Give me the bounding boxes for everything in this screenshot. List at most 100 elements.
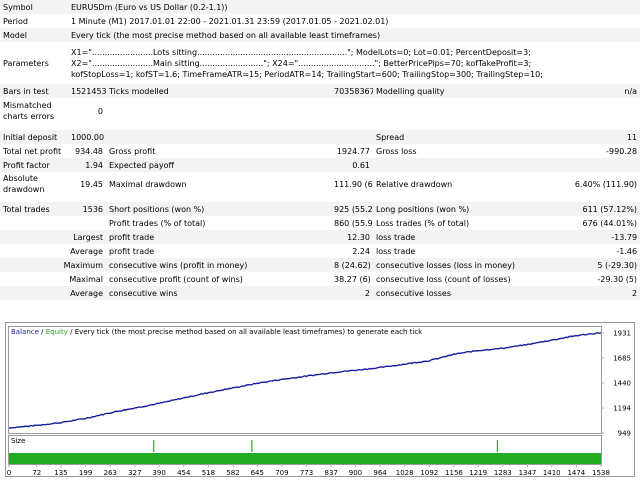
gross-profit-value: 1924.77 (336, 146, 370, 156)
initial-deposit-label: Initial deposit (0, 130, 68, 144)
symbol-value: EURUSDm (Euro vs US Dollar (0.2-1.1)) (68, 0, 640, 14)
legend-separator-2: / (68, 328, 75, 336)
maximum-label: Maximum (0, 258, 106, 272)
max-consecutive-losses-value: 5 (-29.30) (528, 258, 640, 272)
x-tick-label: 582 (226, 469, 239, 477)
ticks-label: Ticks modelled (106, 84, 331, 98)
model-value: Every tick (the most precise method base… (68, 28, 640, 42)
symbol-label: Symbol (0, 0, 68, 14)
size-label: Size (11, 437, 25, 445)
x-tick-label: 1347 (519, 469, 537, 477)
absolute-drawdown-value: 19.45 (80, 179, 103, 189)
absolute-drawdown-label-line-1: Absolute (3, 174, 38, 183)
size-marker (496, 440, 499, 452)
quality-value: n/a (528, 84, 640, 98)
row-net-profit: Total net profit 934.48 Gross profit 192… (0, 144, 640, 158)
x-tick-label: 1092 (420, 469, 438, 477)
maximal-drawdown-label: Maximal drawdown (109, 179, 187, 189)
x-tick-label: 518 (202, 469, 215, 477)
x-tick-label: 773 (300, 469, 313, 477)
strategy-tester-report: Symbol EURUSDm (Euro vs US Dollar (0.2-1… (0, 0, 640, 300)
average-loss-value: -1.46 (616, 246, 638, 256)
x-tick-label: 645 (251, 469, 264, 477)
loss-trades-label: Loss trades (% of total) (376, 218, 470, 228)
long-positions-label: Long positions (won %) (373, 202, 528, 216)
maximal-consecutive-loss-value: -29.30 (5) (597, 274, 638, 284)
relative-drawdown-label: Relative drawdown (376, 179, 453, 189)
row-symbol: Symbol EURUSDm (Euro vs US Dollar (0.2-1… (0, 0, 640, 14)
row-bars: Bars in test 1521453 Ticks modelled 7035… (0, 84, 640, 98)
balance-line (8, 332, 602, 429)
legend-description: Every tick (the most precise method base… (75, 328, 423, 336)
x-tick-label: 1538 (592, 469, 610, 477)
total-trades-value: 1536 (68, 202, 106, 216)
x-tick-label: 1156 (445, 469, 463, 477)
x-tick-label: 1219 (469, 469, 487, 477)
initial-deposit-value: 1000.00 (68, 130, 106, 144)
profit-factor-value: 1.94 (68, 158, 106, 172)
report-table: Symbol EURUSDm (Euro vs US Dollar (0.2-1… (0, 0, 640, 300)
legend-separator-1: / (39, 328, 46, 336)
row-profit-factor: Profit factor 1.94 Expected payoff 0.61 (0, 158, 640, 172)
maximal-drawdown-value: 111.90 (6.40%) (334, 179, 373, 189)
row-profit-trades: Profit trades (% of total) 860 (55.99%) … (0, 216, 640, 230)
x-tick-label: 964 (373, 469, 387, 477)
x-tick-label: 454 (177, 469, 191, 477)
profit-trades-value: 860 (55.99%) (334, 218, 373, 228)
size-markers (153, 440, 499, 452)
x-tick-label: 900 (349, 469, 362, 477)
x-tick-label: 837 (324, 469, 337, 477)
gross-loss-value: -990.28 (606, 146, 638, 156)
y-tick-label: 949 (618, 430, 631, 438)
average-label: Average (70, 246, 103, 256)
gross-profit-label: Gross profit (109, 146, 156, 156)
y-tick-label: 1685 (613, 355, 631, 363)
net-profit-value: 934.48 (75, 146, 103, 156)
parameters-line-1: X1="........................Lots sitting… (71, 47, 531, 57)
balance-chart: Balance / Equity / Every tick (the most … (5, 322, 635, 477)
largest-profit-label: profit trade (106, 230, 331, 244)
parameters-value: X1="........................Lots sitting… (68, 42, 640, 84)
row-maximum: Maximum consecutive wins (profit in mone… (0, 258, 640, 272)
short-positions-value: 925 (55.24%) (331, 202, 373, 216)
y-tick-label: 1931 (613, 330, 631, 338)
parameters-line-3: kofStopLoss=1; kofST=1.6; TimeFrameATR=1… (71, 69, 543, 79)
bars-value: 1521453 (68, 84, 106, 98)
bars-label: Bars in test (0, 84, 68, 98)
row-total-trades: Total trades 1536 Short positions (won %… (0, 202, 640, 216)
max-consecutive-wins-label: consecutive wins (profit in money) (106, 258, 331, 272)
average-consecutive-wins-value: 2 (331, 286, 373, 300)
x-axis: 0 72 135 199 263 327 390 454 518 582 645 709 773 837 9… (7, 464, 610, 477)
spread-label: Spread (373, 130, 528, 144)
row-model: Model Every tick (the most precise metho… (0, 28, 640, 42)
mismatched-label-line-1: Mismatched (3, 101, 52, 110)
largest-label: Largest (0, 230, 106, 244)
loss-trades-value: 676 (44.01%) (582, 218, 638, 228)
profit-factor-label: Profit factor (0, 158, 68, 172)
profit-trades-label: Profit trades (% of total) (109, 218, 206, 228)
maximal-consecutive-profit-value: 38.27 (6) (334, 274, 371, 284)
plot-area (8, 326, 602, 434)
x-tick-label: 709 (275, 469, 288, 477)
x-tick-label: 390 (152, 469, 165, 477)
legend-balance: Balance (11, 328, 39, 336)
size-marker (153, 440, 155, 452)
long-positions-value: 611 (57.12%) (528, 202, 640, 216)
spread-value: 11 (528, 130, 640, 144)
quality-label: Modelling quality (373, 84, 528, 98)
row-largest: Largest profit trade 12.30 loss trade -1… (0, 230, 640, 244)
x-tick-label: 1283 (494, 469, 512, 477)
row-period: Period 1 Minute (M1) 2017.01.01 22:00 - … (0, 14, 640, 28)
expected-payoff-label: Expected payoff (106, 158, 331, 172)
x-tick-label: 199 (79, 469, 92, 477)
x-tick-label: 0 (7, 469, 11, 477)
maximal-label: Maximal (69, 274, 103, 284)
row-drawdown: Absolute drawdown 19.45 Maximal drawdown… (0, 172, 640, 196)
largest-loss-value: -13.79 (528, 230, 640, 244)
expected-payoff-value: 0.61 (331, 158, 373, 172)
size-bar (9, 453, 601, 464)
absolute-drawdown-label-line-2: drawdown (3, 185, 45, 194)
x-tick-label: 1410 (543, 469, 561, 477)
chart-legend: Balance / Equity / Every tick (the most … (11, 328, 423, 336)
period-value: 1 Minute (M1) 2017.01.01 22:00 - 2021.01… (71, 16, 389, 26)
